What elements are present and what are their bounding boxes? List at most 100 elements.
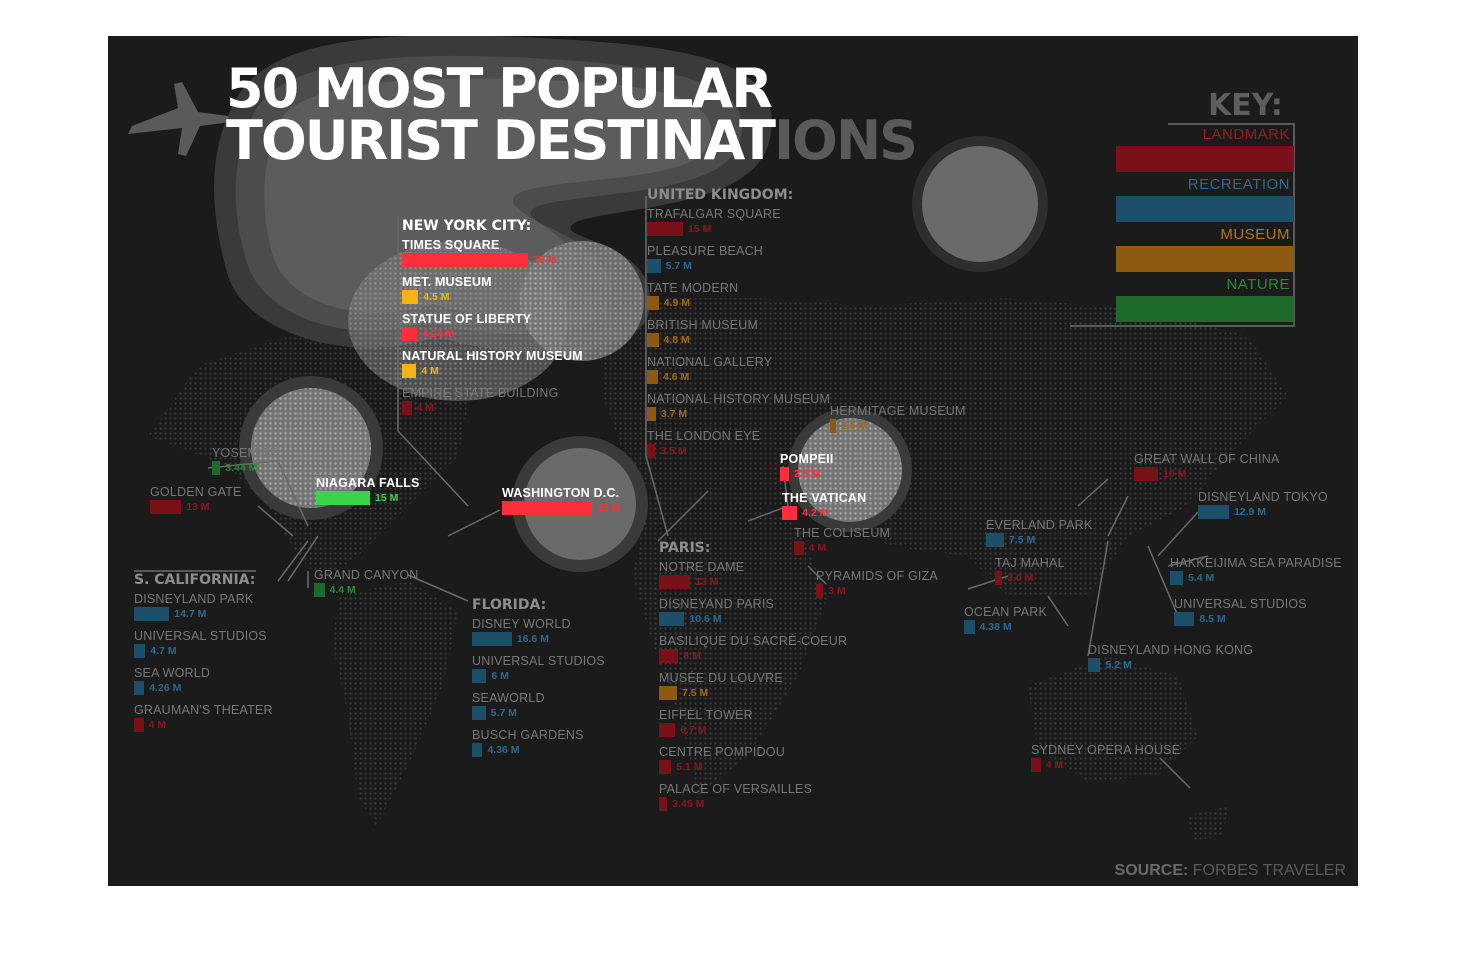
legend-label-recreation: RECREATION <box>1187 176 1290 193</box>
bar-label: WASHINGTON D.C. <box>502 486 620 500</box>
legend-label-landmark: LANDMARK <box>1202 126 1290 143</box>
bar-row: 12.9 M <box>1198 505 1328 519</box>
bar-row: 2.5 M <box>780 467 834 481</box>
bar-item: DISNEYLAND HONG KONG 5.2 M <box>1088 643 1253 672</box>
bar-item: BRITISH MUSEUM 4.8 M <box>647 318 758 347</box>
bar-row: 3.5 M <box>647 444 760 458</box>
bar-value-label: 5.2 M <box>1105 659 1132 671</box>
bar-mark <box>647 444 656 458</box>
bar-row: 4 M <box>402 401 559 415</box>
source-credit: SOURCE: FORBES TRAVELER <box>1115 862 1346 880</box>
bar-label: EIFFEL TOWER <box>659 708 753 722</box>
bar-value-label: 4.7 M <box>150 645 177 657</box>
bar-item: BASILIQUE DU SACRÉ-COEUR 8 M <box>659 634 847 663</box>
bar-row: 3.0 M <box>995 571 1065 585</box>
bar-label: EMPIRE STATE BUILDING <box>402 386 559 400</box>
bar-item: HAKKEIJIMA SEA PARADISE 5.4 M <box>1170 556 1342 585</box>
bar-item: TRAFALGAR SQUARE 15 M <box>647 207 781 236</box>
legend-label-nature: NATURE <box>1226 276 1290 293</box>
bar-item: TATE MODERN 4.9 M <box>647 281 738 310</box>
bar-row: 4.6 M <box>647 370 772 384</box>
bar-row: 35 M <box>402 253 556 267</box>
bar-mark <box>1031 758 1041 772</box>
bar-item: NATIONAL GALLERY 4.6 M <box>647 355 772 384</box>
bar-row: 5.7 M <box>647 259 763 273</box>
bar-row: 4.26 M <box>134 681 210 695</box>
bar-value-label: 4.9 M <box>663 297 691 309</box>
bar-label: BRITISH MUSEUM <box>647 318 759 332</box>
bar-mark <box>134 644 146 658</box>
bar-value-label: 25 M <box>597 502 621 514</box>
highlight-glows <box>214 36 1048 572</box>
source-value: FORBES TRAVELER <box>1192 862 1346 879</box>
bar-row: 4.4 M <box>314 583 419 597</box>
bar-row: 4.38 M <box>964 620 1047 634</box>
bar-value-label: 3.5 M <box>660 445 687 457</box>
bar-mark <box>659 723 676 737</box>
bar-mark <box>830 419 836 433</box>
bar-row: 10 M <box>1134 467 1280 481</box>
bar-value-label: 3.44 M <box>225 462 258 474</box>
bar-row: 3 M <box>816 584 938 598</box>
bar-label: GRAUMAN'S THEATER <box>134 703 273 717</box>
bar-item: EMPIRE STATE BUILDING 4 M <box>402 386 559 415</box>
bar-item: DISNEYAND PARIS 10.6 M <box>659 597 774 626</box>
bar-mark <box>1088 658 1101 672</box>
title-line-1: 50 MOST POPULAR <box>226 57 773 120</box>
bar-label: TAJ MAHAL <box>995 556 1065 570</box>
key-bracket <box>1070 123 1295 327</box>
source-label: SOURCE: <box>1114 862 1189 879</box>
bar-value-label: 7.5 M <box>682 687 709 699</box>
world-map-background <box>128 36 1295 841</box>
bar-mark <box>402 290 419 304</box>
bar-row: 15 M <box>316 491 420 505</box>
bar-row: 10.6 M <box>659 612 774 626</box>
bar-label: SEAWORLD <box>472 691 545 705</box>
title-line-2: TOURIST DESTINATIONS <box>226 114 918 168</box>
bar-value-label: 4.2 M <box>802 507 829 519</box>
bar-value-label: 4 M <box>421 365 439 377</box>
bar-item: DISNEYLAND PARK 14.7 M <box>134 592 253 621</box>
bar-label: TIMES SQUARE <box>402 238 500 252</box>
bar-row: 8.5 M <box>1174 612 1307 626</box>
bar-item: HERMITAGE MUSEUM 2.5 M <box>830 404 966 433</box>
bar-item: NOTRE DAME 13 M <box>659 560 744 589</box>
bar-label: STATUE OF LIBERTY <box>402 312 532 326</box>
bar-row: 3.45 M <box>659 797 812 811</box>
bar-label: CENTRE POMPIDOU <box>659 745 785 759</box>
bar-label: OCEAN PARK <box>964 605 1048 619</box>
key-title: KEY: <box>1208 88 1283 123</box>
bar-label: MET. MUSEUM <box>402 275 492 289</box>
bar-mark <box>402 401 412 415</box>
bar-row: 4.24 M <box>402 327 531 341</box>
bar-mark <box>402 364 417 378</box>
bar-mark <box>212 461 221 475</box>
bar-row: 6 M <box>472 669 605 683</box>
bar-mark <box>647 296 659 310</box>
bar-row: 4.2 M <box>782 506 866 520</box>
bar-value-label: 4.4 M <box>329 584 356 596</box>
bar-mark <box>794 541 804 555</box>
bar-mark <box>1174 612 1195 626</box>
bar-label: POMPEII <box>780 452 834 466</box>
bar-label: MUSÉE DU LOUVRE <box>659 671 783 685</box>
bar-row: 3.44 M <box>212 461 278 475</box>
bar-item: THE LONDON EYE 3.5 M <box>647 429 760 458</box>
bar-row: 6.7 M <box>659 723 753 737</box>
bar-mark <box>659 760 672 774</box>
bar-item: MET. MUSEUM 4.5 M <box>402 275 492 304</box>
bar-value-label: 15 M <box>375 492 399 504</box>
bar-item: GOLDEN GATE 13 M <box>150 485 242 514</box>
bar-mark <box>659 612 685 626</box>
bar-mark <box>659 649 679 663</box>
bar-mark <box>659 575 691 589</box>
bar-item: DISNEY WORLD 16.6 M <box>472 617 571 646</box>
bar-item: SEAWORLD 5.7 M <box>472 691 545 720</box>
bar-value-label: 4.5 M <box>423 291 450 303</box>
bar-mark <box>134 681 145 695</box>
bar-label: UNIVERSAL STUDIOS <box>472 654 605 668</box>
bar-label: HAKKEIJIMA SEA PARADISE <box>1170 556 1342 570</box>
bar-label: TRAFALGAR SQUARE <box>647 207 781 221</box>
airplane-icon <box>128 82 230 156</box>
bar-row: 2.5 M <box>830 419 966 433</box>
